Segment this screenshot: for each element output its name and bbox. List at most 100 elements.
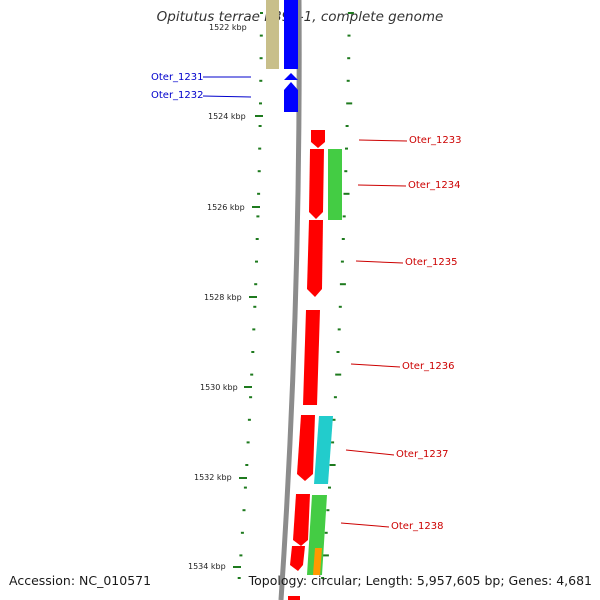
minor-tick-dot xyxy=(258,125,262,127)
kbp-label: 1524 kbp xyxy=(208,112,246,121)
kbp-label: 1526 kbp xyxy=(207,203,245,212)
gene-labels: Oter_1231 Oter_1232 Oter_1233 Oter_1234 … xyxy=(151,72,462,532)
leader-line-oter-1236 xyxy=(350,363,401,368)
minor-tick-dot xyxy=(245,464,249,466)
gene-arrow-oter-1233 xyxy=(311,130,325,148)
gene-label-oter-1238[interactable]: Oter_1238 xyxy=(391,521,444,532)
gene-label-oter-1234[interactable]: Oter_1234 xyxy=(408,180,461,191)
gene-arrow-oter-1232-head xyxy=(284,73,298,80)
minor-tick-dot xyxy=(257,192,261,195)
minor-tick-dot xyxy=(347,34,351,37)
minor-tick-dot xyxy=(253,305,257,308)
minor-tick-dot xyxy=(259,102,262,105)
minor-tick-dot xyxy=(256,215,260,218)
leader-line-oter-1235 xyxy=(355,260,404,264)
tick-ring xyxy=(237,12,354,579)
gene-arrow-oter-1236 xyxy=(303,310,320,405)
minor-tick-dot xyxy=(250,373,254,376)
minor-tick-dot xyxy=(254,283,258,286)
gene-label-oter-1233[interactable]: Oter_1233 xyxy=(409,135,462,146)
minor-tick-dot xyxy=(324,531,328,534)
backbone-arc xyxy=(278,0,302,600)
kbp-label: 1528 kbp xyxy=(204,293,242,302)
gene-arrow-oter-1238 xyxy=(293,494,310,546)
minor-tick-dot xyxy=(322,554,329,557)
forward-genes xyxy=(284,0,298,112)
minor-tick-dot xyxy=(344,170,348,173)
minor-tick-dot xyxy=(345,147,348,150)
gene-label-oter-1236[interactable]: Oter_1236 xyxy=(402,361,455,372)
minor-tick-dot xyxy=(259,79,263,82)
minor-tick-dot xyxy=(257,170,261,173)
minor-tick-dot xyxy=(339,283,346,286)
minor-tick-dot xyxy=(328,486,331,489)
gene-arrow-next xyxy=(290,546,305,571)
minor-tick-dot xyxy=(255,260,258,263)
minor-tick-dot xyxy=(258,147,262,150)
minor-tick-dot xyxy=(251,351,255,353)
gene-arrow-oter-1235 xyxy=(307,220,323,297)
minor-tick-dot xyxy=(346,79,350,82)
kbp-scale: 1522 kbp 1524 kbp 1526 kbp 1528 kbp 1530… xyxy=(188,23,263,571)
minor-tick-dot xyxy=(326,509,330,512)
gene-block-orange xyxy=(313,548,322,575)
minor-tick-dot xyxy=(321,577,325,579)
minor-tick-dot xyxy=(347,12,354,14)
minor-tick-dot xyxy=(343,192,350,195)
leader-line-oter-1233 xyxy=(358,139,408,142)
leader-line-oter-1232 xyxy=(202,95,252,98)
minor-tick-dot xyxy=(240,531,244,534)
gene-label-oter-1231[interactable]: Oter_1231 xyxy=(151,72,204,83)
gene-label-oter-1237[interactable]: Oter_1237 xyxy=(396,449,449,460)
minor-tick-dot xyxy=(247,418,251,421)
kbp-label: 1534 kbp xyxy=(188,562,226,571)
minor-tick-dot xyxy=(335,373,342,376)
minor-tick-dot xyxy=(246,441,250,444)
minor-tick-dot xyxy=(249,396,253,399)
gene-arrow-oter-1231 xyxy=(284,0,298,69)
minor-tick-dot xyxy=(252,328,256,331)
minor-tick-dot xyxy=(243,486,247,489)
minor-tick-dot xyxy=(341,238,345,240)
minor-tick-dot xyxy=(255,238,259,240)
minor-tick-dot xyxy=(336,351,340,353)
gene-block-green xyxy=(307,495,327,575)
minor-tick-dot xyxy=(337,328,341,331)
minor-tick-dot xyxy=(345,125,349,127)
minor-tick-dot xyxy=(242,509,246,512)
minor-tick-dot xyxy=(329,464,336,466)
leader-line-oter-1237 xyxy=(345,449,395,456)
genome-summary-text: Topology: circular; Length: 5,957,605 bp… xyxy=(248,573,592,588)
gene-arrow-oter-1234 xyxy=(309,149,324,219)
gene-label-oter-1235[interactable]: Oter_1235 xyxy=(405,257,458,268)
minor-tick-dot xyxy=(332,418,336,421)
minor-tick-dot xyxy=(338,305,342,308)
outer-features xyxy=(266,0,342,575)
minor-tick-dot xyxy=(347,57,351,60)
label-leaders xyxy=(202,76,408,528)
minor-tick-dot xyxy=(259,34,263,37)
leader-line-oter-1238 xyxy=(340,522,390,528)
accession-text: Accession: NC_010571 xyxy=(9,573,152,588)
minor-tick-dot xyxy=(259,57,263,60)
leader-line-oter-1234 xyxy=(357,184,407,187)
gene-arrow-partial xyxy=(288,596,300,600)
gene-label-oter-1232[interactable]: Oter_1232 xyxy=(151,90,204,101)
minor-tick-dot xyxy=(260,12,263,14)
minor-tick-dot xyxy=(346,102,353,105)
minor-tick-dot xyxy=(333,396,337,399)
minor-tick-dot xyxy=(342,215,346,218)
minor-tick-dot xyxy=(340,260,344,263)
kbp-label-top: 1522 kbp xyxy=(209,23,247,32)
minor-tick-dot xyxy=(237,577,241,579)
reverse-genes xyxy=(288,130,325,600)
kbp-label: 1532 kbp xyxy=(194,473,232,482)
gene-block-green xyxy=(328,149,342,220)
gene-block-olive xyxy=(266,0,279,69)
minor-tick-dot xyxy=(239,554,243,557)
kbp-label: 1530 kbp xyxy=(200,383,238,392)
gene-arrow-oter-1237 xyxy=(297,415,315,481)
gene-block-cyan xyxy=(314,416,333,484)
